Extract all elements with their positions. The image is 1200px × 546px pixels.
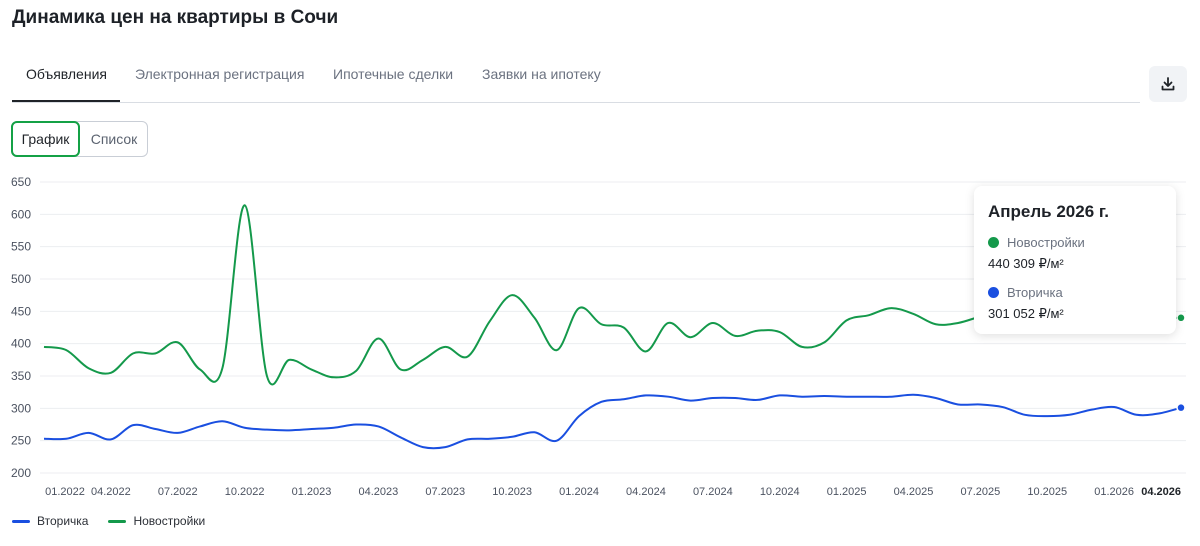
tooltip-series-value: 301 052 ₽/м²: [988, 306, 1064, 321]
legend-item-secondary[interactable]: Вторичка: [12, 514, 88, 528]
page-title: Динамика цен на квартиры в Сочи: [12, 7, 339, 28]
x-tick-label: 07.2023: [425, 486, 465, 498]
tab-bar: Объявления Электронная регистрация Ипоте…: [12, 62, 1140, 103]
y-tick-label: 350: [11, 369, 31, 383]
chart-tooltip: Апрель 2026 г. Новостройки 440 309 ₽/м² …: [974, 186, 1176, 334]
y-tick-label: 650: [11, 175, 31, 189]
x-tick-label: 10.2025: [1027, 486, 1067, 498]
y-tick-label: 500: [11, 272, 31, 286]
tooltip-dot-new: [988, 237, 999, 248]
tab-electronic-registration[interactable]: Электронная регистрация: [135, 66, 305, 82]
x-tick-label: 07.2022: [158, 486, 198, 498]
tooltip-series-new: Новостройки: [988, 235, 1162, 250]
x-tick-label: 07.2025: [960, 486, 1000, 498]
x-tick-label: 01.2024: [559, 486, 599, 498]
list-view-button[interactable]: Список: [90, 131, 138, 147]
x-tick-label: 01.2026: [1094, 486, 1134, 498]
series-line-secondary: [43, 393, 1182, 450]
legend-swatch: [12, 519, 30, 523]
tooltip-series-secondary: Вторичка: [988, 285, 1162, 300]
legend-swatch: [108, 519, 127, 523]
tooltip-series-value: 440 309 ₽/м²: [988, 256, 1064, 271]
x-tick-label: 10.2022: [225, 486, 265, 498]
x-tick-label: 01.2022: [45, 486, 85, 498]
legend-label: Новостройки: [133, 514, 206, 528]
tooltip-series-name: Новостройки: [1007, 235, 1085, 250]
x-tick-label: 10.2024: [760, 486, 800, 498]
y-tick-label: 450: [11, 304, 31, 318]
y-tick-label: 400: [11, 337, 31, 351]
x-tick-label: 04.2025: [894, 486, 934, 498]
view-toggle: График Список: [11, 121, 148, 157]
legend-item-new[interactable]: Новостройки: [108, 514, 205, 528]
x-tick-label: 04.2023: [359, 486, 399, 498]
x-tick-label: 04.2022: [91, 486, 131, 498]
tooltip-dot-secondary: [988, 287, 999, 298]
tab-mortgage-applications[interactable]: Заявки на ипотеку: [482, 66, 601, 82]
chart-legend: Вторичка Новостройки: [12, 514, 225, 528]
x-tick-label: 04.2026: [1141, 486, 1181, 498]
chart-view-button[interactable]: График: [11, 121, 80, 157]
price-chart[interactable]: 200 250 300 350 400 450 500 550 600 650 01.2022 04.…: [0, 170, 1200, 500]
data-point: [1176, 402, 1186, 413]
x-tick-label: 07.2024: [693, 486, 733, 498]
x-tick-label: 01.2025: [827, 486, 867, 498]
legend-label: Вторичка: [37, 514, 89, 528]
download-icon: [1161, 77, 1175, 91]
y-tick-label: 550: [11, 240, 31, 254]
y-tick-label: 600: [11, 207, 31, 221]
x-tick-label: 01.2023: [292, 486, 332, 498]
x-tick-label: 10.2023: [492, 486, 532, 498]
data-point: [1176, 313, 1186, 323]
x-tick-label: 04.2024: [626, 486, 666, 498]
y-tick-label: 300: [11, 401, 31, 415]
y-tick-label: 200: [11, 466, 31, 480]
tab-listings[interactable]: Объявления: [26, 66, 107, 82]
download-button[interactable]: [1149, 66, 1187, 102]
tooltip-series-name: Вторичка: [1007, 285, 1063, 300]
tooltip-title: Апрель 2026 г.: [988, 202, 1110, 221]
y-tick-label: 250: [11, 434, 31, 448]
tab-mortgage-deals[interactable]: Ипотечные сделки: [333, 66, 454, 82]
active-tab-indicator: [12, 100, 120, 102]
